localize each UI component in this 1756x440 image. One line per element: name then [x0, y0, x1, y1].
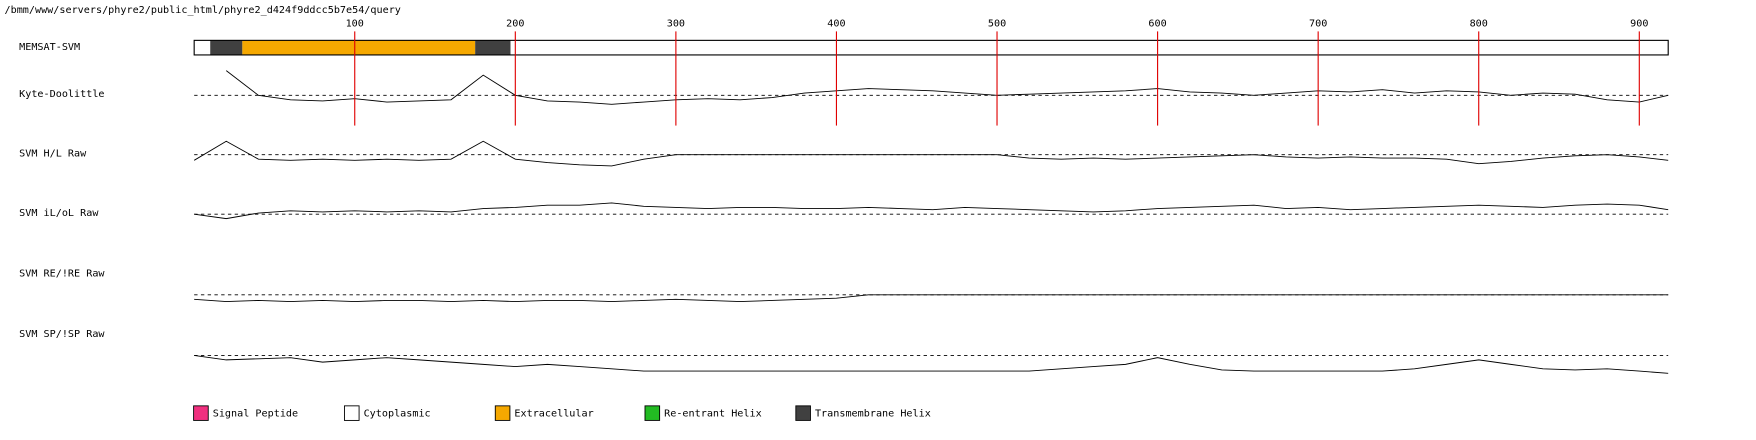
legend-swatch [494, 405, 511, 421]
x-tick-label: 500 [988, 19, 1006, 30]
track-label: SVM SP/!SP Raw [19, 329, 105, 340]
x-tick-label: 600 [1148, 19, 1166, 30]
x-tick-label: 300 [667, 19, 685, 30]
x-tick-label: 400 [827, 19, 845, 30]
legend-label: Extracellular [514, 409, 593, 420]
legend-swatch [795, 405, 811, 421]
track-label: SVM iL/oL Raw [19, 208, 99, 219]
x-tick-label: 800 [1470, 19, 1488, 30]
profile-line [194, 354, 1669, 374]
legend-label: Transmembrane Helix [815, 409, 931, 420]
profile-line [194, 202, 1669, 220]
legend-label: Signal Peptide [213, 409, 298, 420]
legend-swatch [644, 405, 661, 421]
track-label: MEMSAT-SVM [19, 42, 80, 53]
topology-segment [510, 40, 1669, 55]
file-path: /bmm/www/servers/phyre2/public_html/phyr… [5, 5, 401, 16]
x-tick-label: 700 [1309, 19, 1327, 30]
legend-label: Cytoplasmic [364, 409, 431, 420]
topology-segment [194, 40, 211, 55]
x-tick-label: 900 [1630, 19, 1648, 30]
profile-line [193, 140, 1669, 167]
track-label: SVM H/L Raw [19, 149, 87, 160]
legend-label: Re-entrant Helix [664, 409, 762, 420]
x-tick-label: 100 [346, 19, 364, 30]
track-label: SVM RE/!RE Raw [19, 269, 105, 280]
memsat-frame [193, 39, 1669, 56]
track-label: Kyte-Doolittle [19, 89, 104, 100]
topology-segment [242, 40, 476, 55]
topology-segment [210, 40, 243, 55]
profile-line [225, 70, 1669, 105]
x-tick-label: 200 [506, 19, 524, 30]
topology-segment [475, 40, 511, 55]
legend-swatch [193, 405, 209, 421]
profile-line [194, 294, 1669, 303]
legend-swatch [343, 405, 360, 421]
